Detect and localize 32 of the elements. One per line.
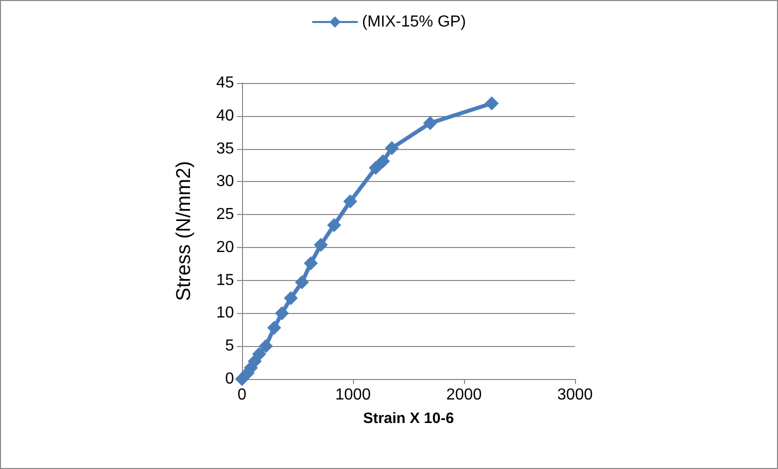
point — [274, 306, 289, 320]
point — [252, 347, 266, 362]
y-tick-label: 5 — [225, 338, 234, 355]
legend-label: (MIX-15% GP) — [362, 14, 466, 30]
y-tick-label: 15 — [216, 272, 234, 289]
x-tick-label: 3000 — [557, 386, 593, 404]
x-tick-label: 2000 — [446, 386, 482, 404]
y-axis-title: Stress (N/mm2) — [173, 161, 195, 301]
point — [376, 154, 390, 168]
y-tick-label: 0 — [225, 370, 234, 388]
y-tick-label: 35 — [216, 140, 234, 158]
y-tick-label: 25 — [216, 206, 234, 224]
point — [314, 238, 328, 252]
point — [423, 116, 438, 130]
x-tick-label: 0 — [238, 386, 247, 404]
y-tick-label: 40 — [216, 107, 234, 124]
y-tick-label: 45 — [216, 74, 234, 92]
x-tick-label: 1000 — [335, 386, 371, 404]
point — [294, 275, 309, 290]
point — [258, 339, 273, 354]
point — [384, 141, 399, 156]
point — [284, 291, 298, 306]
point — [304, 256, 318, 270]
point — [343, 194, 358, 208]
y-tick-label: 10 — [216, 304, 234, 322]
point — [327, 218, 342, 232]
y-tick-label: 20 — [216, 238, 234, 256]
point — [267, 320, 282, 335]
point — [368, 160, 383, 175]
point — [484, 96, 499, 110]
x-axis-title: Strain X 10-6 — [363, 410, 454, 427]
y-tick-label: 30 — [216, 173, 234, 190]
